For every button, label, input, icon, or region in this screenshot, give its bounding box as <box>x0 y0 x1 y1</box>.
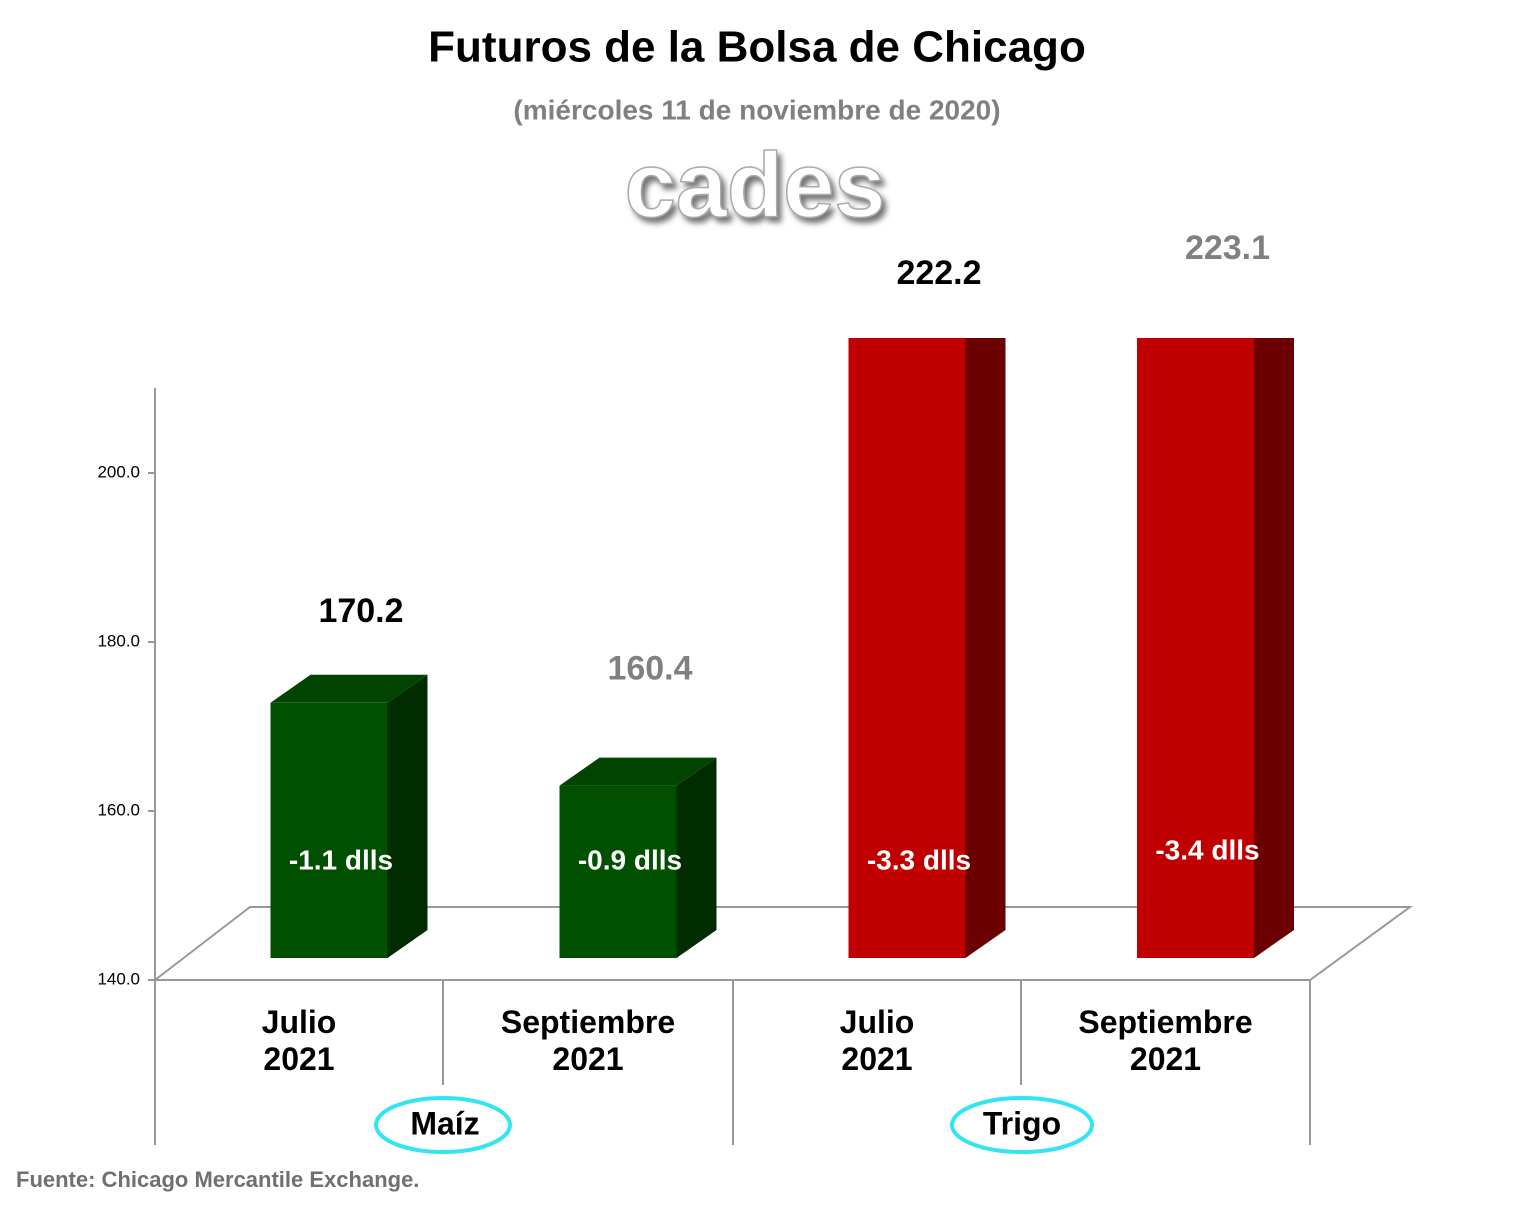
y-tick-label: 180.0 <box>97 631 140 650</box>
annotation: -3.4 dlls <box>1155 834 1259 865</box>
x-tick-label: Julio 2021 <box>839 1004 915 1077</box>
group-ellipse <box>374 1096 512 1154</box>
y-tick-label: 140.0 <box>97 969 140 988</box>
bar-top <box>270 674 428 703</box>
bar <box>1137 338 1254 958</box>
value-label: 223.1 <box>1185 229 1270 267</box>
x-tick-label: Julio 2021 <box>261 1004 337 1077</box>
y-tick-label: 200.0 <box>97 462 140 481</box>
watermark: cades <box>625 134 886 236</box>
chart-title: Futuros de la Bolsa de Chicago <box>428 23 1086 72</box>
chart-subtitle: (miércoles 11 de noviembre de 2020) <box>513 94 1000 125</box>
annotation: -0.9 dlls <box>578 844 682 875</box>
value-label: 160.4 <box>607 650 692 688</box>
x-tick-label: Septiembre 2021 <box>1078 1004 1253 1077</box>
bar-side <box>965 338 1006 958</box>
group-label: Maíz <box>410 1105 479 1141</box>
value-label: 222.2 <box>896 254 981 292</box>
bar <box>559 785 677 958</box>
group-label: Trigo <box>983 1105 1061 1141</box>
bar-side <box>387 674 428 958</box>
bar <box>848 338 966 958</box>
x-tick-label: Septiembre 2021 <box>500 1004 676 1077</box>
annotation: -1.1 dlls <box>289 844 393 875</box>
value-label: 170.2 <box>318 592 403 630</box>
bars <box>270 338 1294 958</box>
y-tick-label: 160.0 <box>97 800 140 819</box>
separators <box>442 980 1311 1145</box>
bar-side <box>1254 338 1294 958</box>
source: Fuente: Chicago Mercantile Exchange. <box>16 1167 419 1192</box>
annotation: -3.3 dlls <box>867 844 971 875</box>
group-ellipse <box>950 1096 1094 1154</box>
bar <box>270 702 388 958</box>
bar-top <box>559 757 717 786</box>
bar-side <box>676 757 717 958</box>
